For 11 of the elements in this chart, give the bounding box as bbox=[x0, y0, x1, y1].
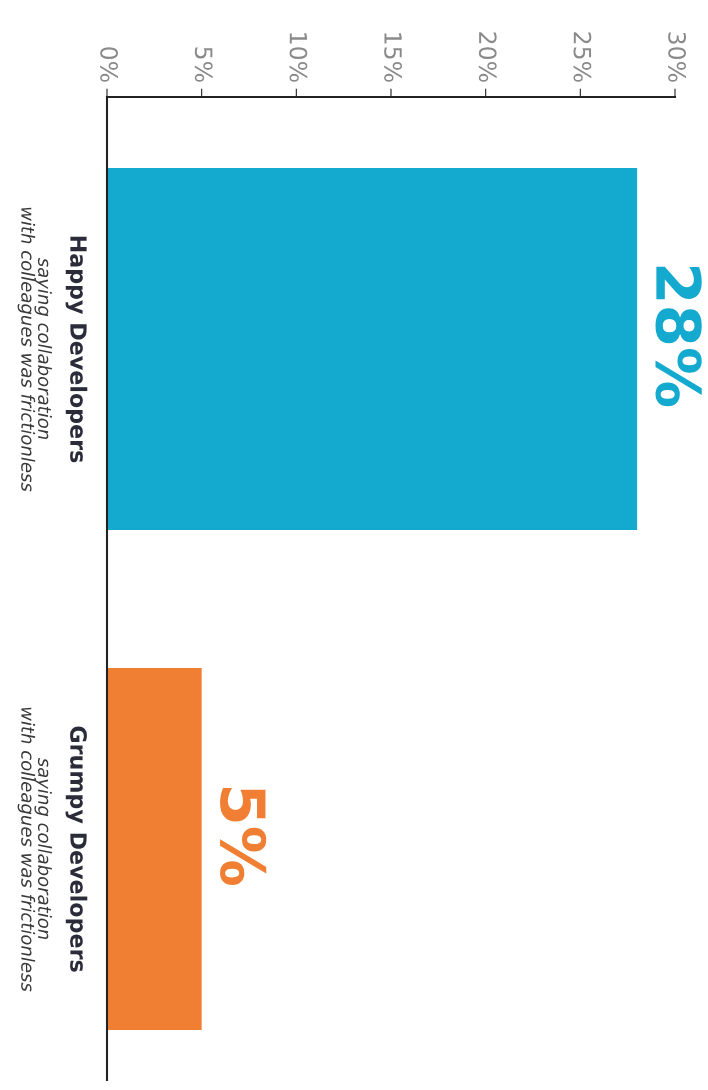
x-tick-label: 15% bbox=[384, 33, 403, 82]
x-tick-label: 20% bbox=[478, 32, 497, 82]
x-tick-label: 10% bbox=[289, 33, 308, 82]
data-label: 28% bbox=[655, 266, 702, 407]
x-tick-label: 0% bbox=[100, 47, 119, 82]
x-tick-label: 30% bbox=[668, 32, 687, 82]
y-tick-label: Happy Developers saying collaboration with colleagues was frictionless bbox=[17, 207, 88, 492]
data-label: 5% bbox=[220, 787, 267, 886]
y-tick-label: Grumpy Developers saying collaboration with colleagues was frictionless bbox=[17, 707, 88, 992]
x-tick-label: 25% bbox=[573, 32, 592, 82]
x-tick-label: 5% bbox=[194, 47, 213, 82]
